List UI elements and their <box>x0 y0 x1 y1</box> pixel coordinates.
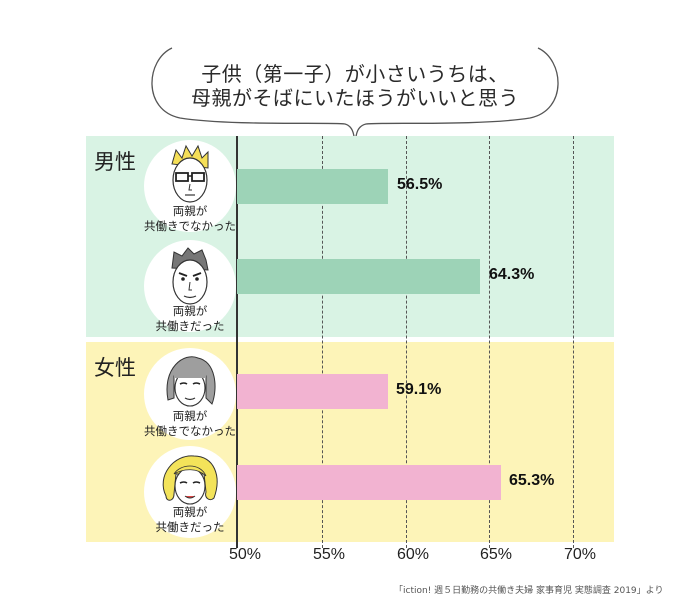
gridline-65 <box>489 136 490 548</box>
gridline-70 <box>573 136 574 548</box>
caption-line2: 共働きでなかった <box>144 219 236 233</box>
gridline-55 <box>322 136 323 548</box>
x-tick-60: 60% <box>396 546 430 563</box>
caption-line1: 両親が <box>172 409 208 423</box>
caption-line1: 両親が <box>172 204 208 218</box>
bar-women-not-dual-income <box>237 374 388 409</box>
caption-men-dual-income: 両親が 共働きだった <box>120 304 260 334</box>
value-label: 64.3% <box>489 266 535 283</box>
bar-men-dual-income <box>237 259 480 294</box>
man-glasses-blond-avatar-icon <box>144 140 236 232</box>
value-label: 59.1% <box>396 381 442 398</box>
woman-blonde-curls-avatar-icon <box>144 446 236 538</box>
value-label: 65.3% <box>509 472 555 489</box>
caption-men-not-dual-income: 両親が 共働きでなかった <box>120 204 260 234</box>
group-label-women: 女性 <box>94 356 136 380</box>
chart-title-line1: 子供（第一子）が小さいうちは、 <box>201 62 509 86</box>
bar-women-dual-income <box>237 465 501 500</box>
bar-men-not-dual-income <box>237 169 388 204</box>
caption-line1: 両親が <box>172 505 208 519</box>
caption-women-not-dual-income: 両親が 共働きでなかった <box>120 409 260 439</box>
woman-gray-bob-avatar-icon <box>144 348 236 440</box>
speech-bubble-outline <box>151 47 559 145</box>
x-tick-70: 70% <box>563 546 597 563</box>
x-tick-55: 55% <box>312 546 346 563</box>
caption-women-dual-income: 両親が 共働きだった <box>120 505 260 535</box>
group-label-men: 男性 <box>94 150 136 174</box>
caption-line2: 共働きだった <box>155 319 225 333</box>
chart-title-line2: 母親がそばにいたほうがいいと思う <box>191 86 519 110</box>
man-dark-hair-avatar-icon <box>144 240 236 332</box>
value-label: 56.5% <box>397 176 443 193</box>
caption-line1: 両親が <box>172 304 208 318</box>
y-axis-baseline <box>236 136 238 548</box>
caption-line2: 共働きだった <box>155 520 225 534</box>
source-citation: 「iction! 週５日勤務の共働き夫婦 家事育児 実態調査 2019」より <box>394 586 664 596</box>
caption-line2: 共働きでなかった <box>144 424 236 438</box>
x-tick-50: 50% <box>228 546 262 563</box>
x-tick-65: 65% <box>479 546 513 563</box>
gridline-60 <box>406 136 407 548</box>
